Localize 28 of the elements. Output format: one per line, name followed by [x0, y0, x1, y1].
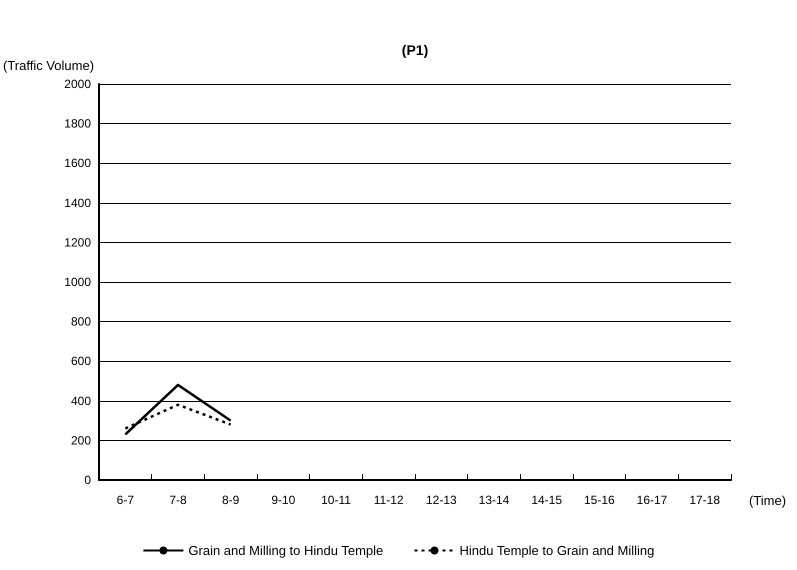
y-tick-label: 1600 [64, 156, 92, 170]
y-tick-label: 1400 [64, 196, 92, 210]
y-tick-label: 0 [84, 473, 92, 487]
legend-label: Hindu Temple to Grain and Milling [460, 543, 654, 558]
legend-label: Grain and Milling to Hindu Temple [188, 543, 384, 558]
chart-title: (P1) [402, 42, 428, 58]
x-tick-label: 15-16 [584, 493, 615, 507]
x-tick-label: 8-9 [222, 493, 240, 507]
x-tick-label: 17-18 [689, 493, 720, 507]
x-tick-label: 6-7 [116, 493, 134, 507]
y-tick-label: 600 [70, 354, 92, 368]
x-tick-label: 13-14 [478, 493, 510, 507]
x-tick-label: 11-12 [374, 493, 404, 507]
x-tick-label: 14-15 [531, 493, 562, 507]
x-tick-label: 12-13 [426, 493, 457, 507]
y-tick-label: 1000 [64, 275, 92, 289]
x-tick-label: 7-8 [169, 493, 187, 507]
y-tick-label: 1200 [64, 235, 92, 250]
x-axis-title: (Time) [749, 493, 786, 508]
y-tick-label: 400 [70, 394, 92, 408]
x-tick-label: 9-10 [271, 493, 296, 507]
y-tick-label: 1800 [64, 116, 92, 131]
y-tick-label: 2000 [64, 77, 92, 91]
x-tick-label: 10-11 [321, 493, 352, 507]
y-tick-label: 200 [70, 433, 92, 448]
x-tick-label: 16-17 [636, 493, 668, 507]
y-axis-title: (Traffic Volume) [3, 58, 94, 73]
y-tick-label: 800 [70, 314, 92, 329]
